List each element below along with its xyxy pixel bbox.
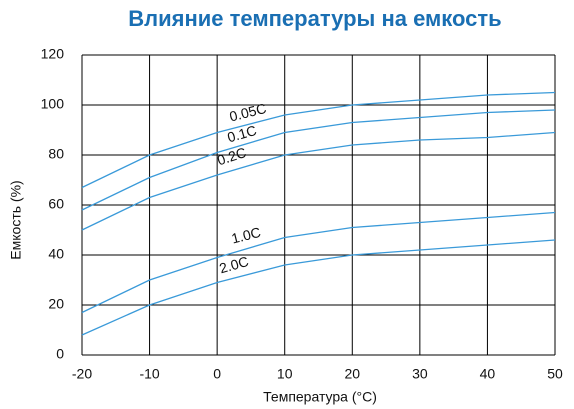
- x-tick-label: -10: [139, 366, 159, 382]
- data-line: [81, 239, 556, 336]
- y-tick-label: 0: [56, 346, 64, 362]
- y-tick-label: 60: [48, 196, 64, 212]
- x-tick-label: 20: [344, 366, 360, 382]
- data-line: [81, 211, 556, 314]
- line-label: 0.2C: [215, 144, 248, 168]
- x-tick-label: 0: [213, 366, 221, 382]
- y-tick-label: 40: [48, 246, 64, 262]
- y-tick-label: 20: [48, 296, 64, 312]
- data-line: [81, 109, 556, 211]
- x-tick-label: 30: [412, 366, 428, 382]
- x-tick-label: 10: [277, 366, 293, 382]
- line-label: 0.1C: [225, 122, 258, 146]
- y-axis-label: Емкость (%): [8, 180, 24, 259]
- line-label: 2.0C: [217, 253, 250, 277]
- x-axis-label: Температура (°C): [263, 389, 377, 405]
- data-line: [81, 131, 556, 231]
- y-tick-label: 120: [41, 46, 65, 62]
- y-tick-label: 100: [41, 96, 65, 112]
- chart-title: Влияние температуры на емкость: [128, 6, 501, 31]
- x-tick-label: 40: [480, 366, 496, 382]
- x-tick-label: -20: [72, 366, 92, 382]
- y-tick-label: 80: [48, 146, 64, 162]
- data-line: [81, 91, 556, 189]
- x-tick-label: 50: [547, 366, 563, 382]
- line-label: 1.0C: [230, 224, 263, 247]
